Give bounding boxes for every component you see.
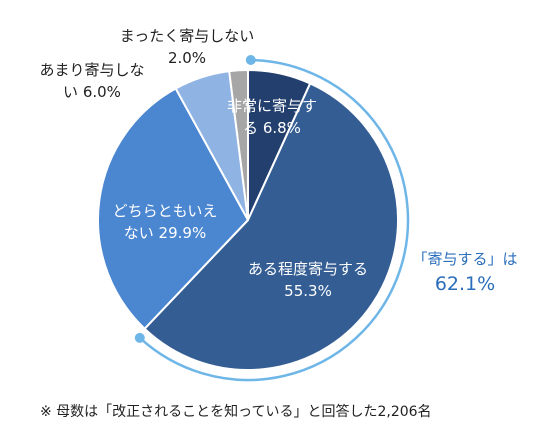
- slice-not-much-label: い 6.0%: [63, 83, 121, 101]
- slice-somewhat: [143, 82, 399, 371]
- slice-very-much-label: 非常に寄与す: [227, 97, 317, 115]
- slice-not-at-all: [228, 68, 249, 221]
- slice-not-at-all-label: まったく寄与しない: [120, 27, 254, 45]
- slice-neutral-label: ない 29.9%: [124, 224, 206, 242]
- pie-slices: [97, 68, 399, 371]
- callout-label: 「寄与する」は: [412, 250, 517, 268]
- callout-value: 62.1%: [435, 273, 495, 295]
- slice-somewhat-label: ある程度寄与する: [248, 260, 368, 278]
- footnote: ※ 母数は「改正されることを知っている」と回答した2,206名: [40, 403, 432, 420]
- slice-not-at-all-label: 2.0%: [168, 49, 206, 67]
- callout-bracket: [134, 55, 410, 382]
- slice-very-much-label: る 6.8%: [243, 119, 301, 137]
- callout-start-dot: [245, 55, 256, 66]
- callout-end-dot: [134, 332, 145, 343]
- slice-not-much-label: あまり寄与しな: [39, 61, 144, 79]
- slice-neutral: [97, 87, 250, 331]
- callout-arc-line: [138, 58, 410, 382]
- slice-somewhat-label: 55.3%: [284, 282, 332, 300]
- slice-neutral-label: どちらともいえ: [113, 202, 218, 220]
